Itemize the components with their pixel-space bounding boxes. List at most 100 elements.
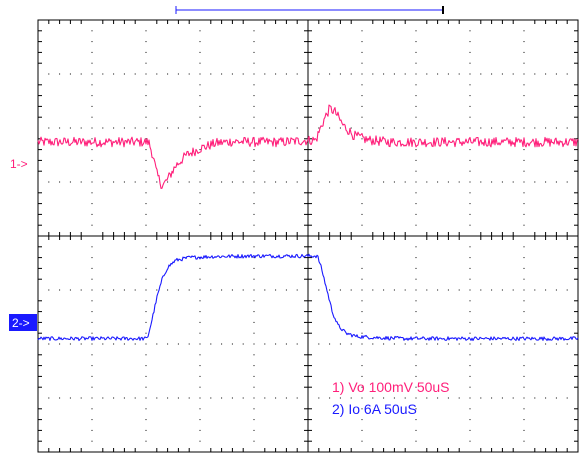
grid-dot [145, 149, 147, 151]
grid-dot [69, 181, 71, 183]
grid-dot [469, 149, 471, 151]
grid-dot [415, 95, 417, 97]
grid-dot [512, 181, 514, 183]
grid-dot [145, 440, 147, 442]
grid-dot [437, 343, 439, 345]
grid-dot [361, 397, 363, 399]
grid-dot [253, 224, 255, 226]
grid-dot [91, 213, 93, 215]
grid-dot [318, 397, 320, 399]
grid-dot [361, 224, 363, 226]
grid-dot [469, 321, 471, 323]
grid-dot [415, 321, 417, 323]
grid-dot [329, 343, 331, 345]
grid-dot [415, 138, 417, 140]
grid-dot [253, 116, 255, 118]
grid-dot [253, 51, 255, 53]
grid-dot [447, 181, 449, 183]
grid-dot [372, 343, 374, 345]
grid-dot [350, 127, 352, 129]
grid-dot [361, 84, 363, 86]
grid-dot [199, 30, 201, 32]
grid-dot [253, 321, 255, 323]
grid-dot [415, 440, 417, 442]
grid-dot [275, 397, 277, 399]
grid-dot [91, 267, 93, 269]
grid-dot [501, 397, 503, 399]
grid-dot [69, 127, 71, 129]
grid-dot [329, 289, 331, 291]
grid-dot [491, 127, 493, 129]
grid-dot [199, 149, 201, 151]
grid-dot [372, 127, 374, 129]
grid-dot [91, 62, 93, 64]
grid-dot [253, 203, 255, 205]
grid-dot [221, 343, 223, 345]
grid-dot [199, 41, 201, 43]
grid-dot [242, 181, 244, 183]
grid-dot [523, 95, 525, 97]
grid-dot [437, 289, 439, 291]
grid-dot [285, 73, 287, 75]
grid-dot [91, 149, 93, 151]
grid-dot [361, 289, 363, 291]
grid-dot [415, 159, 417, 161]
grid-dot [523, 289, 525, 291]
grid-dot [231, 181, 233, 183]
grid-dot [145, 257, 147, 259]
grid-dot [210, 397, 212, 399]
grid-dot [199, 138, 201, 140]
grid-dot [534, 289, 536, 291]
grid-dot [80, 289, 82, 291]
grid-dot [145, 224, 147, 226]
grid-dot [523, 300, 525, 302]
grid-dot [415, 41, 417, 43]
grid-dot [415, 62, 417, 64]
grid-dot [69, 397, 71, 399]
grid-dot [134, 397, 136, 399]
grid-dot [469, 343, 471, 345]
grid-dot [469, 311, 471, 313]
grid-dot [199, 19, 201, 21]
grid-dot [145, 300, 147, 302]
grid-dot [91, 138, 93, 140]
grid-dot [123, 343, 125, 345]
grid-dot [534, 397, 536, 399]
grid-dot [469, 267, 471, 269]
grid-dot [275, 73, 277, 75]
grid-dot [566, 289, 568, 291]
grid-dot [545, 127, 547, 129]
grid-dot [361, 30, 363, 32]
grid-dot [512, 397, 514, 399]
grid-dot [296, 73, 298, 75]
grid-dot [210, 73, 212, 75]
grid-dot [512, 289, 514, 291]
grid-dot [242, 289, 244, 291]
grid-dot [102, 127, 104, 129]
grid-dot [145, 181, 147, 183]
grid-dot [48, 289, 50, 291]
grid-dot [318, 343, 320, 345]
grid-dot [523, 116, 525, 118]
grid-dot [188, 127, 190, 129]
grid-dot [91, 95, 93, 97]
grid-dot [437, 73, 439, 75]
grid-dot [329, 181, 331, 183]
grid-dot [145, 138, 147, 140]
grid-dot [69, 73, 71, 75]
grid-dot [361, 19, 363, 21]
grid-dot [512, 127, 514, 129]
grid-dot [296, 289, 298, 291]
grid-dot [361, 62, 363, 64]
grid-dot [404, 289, 406, 291]
grid-dot [361, 267, 363, 269]
grid-dot [447, 73, 449, 75]
grid-dot [199, 105, 201, 107]
grid-dot [145, 343, 147, 345]
grid-dot [253, 192, 255, 194]
grid-dot [91, 203, 93, 205]
grid-dot [523, 451, 525, 453]
grid-dot [361, 311, 363, 313]
grid-dot [156, 289, 158, 291]
grid-dot [91, 321, 93, 323]
